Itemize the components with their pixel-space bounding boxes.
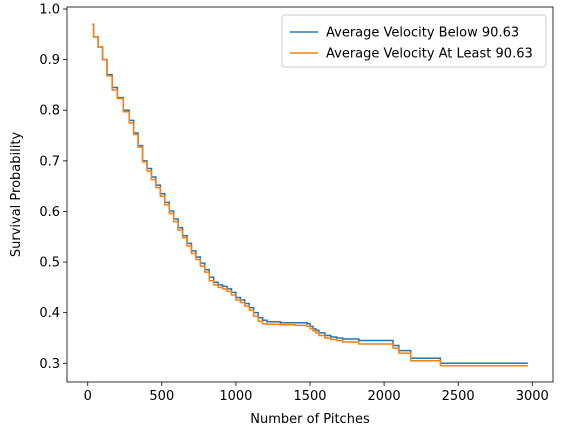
x-tick-label: 3000: [516, 389, 549, 404]
series-line-below: [92, 23, 528, 365]
y-tick-label: 0.3: [39, 357, 60, 372]
legend-label-below: Average Velocity Below 90.63: [326, 26, 519, 41]
series-line-at-least: [92, 23, 528, 367]
y-tick-label: 0.8: [39, 104, 60, 119]
y-tick-label: 1.0: [39, 3, 60, 18]
legend: Average Velocity Below 90.63 Average Vel…: [281, 14, 547, 68]
y-tick-label: 0.5: [39, 256, 60, 271]
x-tick-label: 500: [149, 389, 174, 404]
x-tick-label: 1000: [219, 389, 252, 404]
x-tick-label: 0: [84, 389, 92, 404]
y-tick-label: 0.9: [39, 53, 60, 68]
y-axis-label: Survival Probability: [9, 132, 24, 258]
x-axis-ticks: 0 500 1000 1500 2000 2500 3000: [84, 382, 549, 404]
y-axis-ticks: 0.3 0.4 0.5 0.6 0.7 0.8 0.9 1.0: [39, 3, 67, 372]
series-layer: [92, 23, 528, 367]
x-tick-label: 2500: [442, 389, 475, 404]
legend-box: [281, 14, 547, 68]
x-axis-label: Number of Pitches: [250, 412, 370, 427]
y-tick-label: 0.4: [39, 306, 60, 321]
y-tick-label: 0.6: [39, 205, 60, 220]
legend-label-at-least: Average Velocity At Least 90.63: [326, 47, 533, 62]
x-tick-label: 2000: [368, 389, 401, 404]
y-tick-label: 0.7: [39, 154, 60, 169]
x-tick-label: 1500: [293, 389, 326, 404]
